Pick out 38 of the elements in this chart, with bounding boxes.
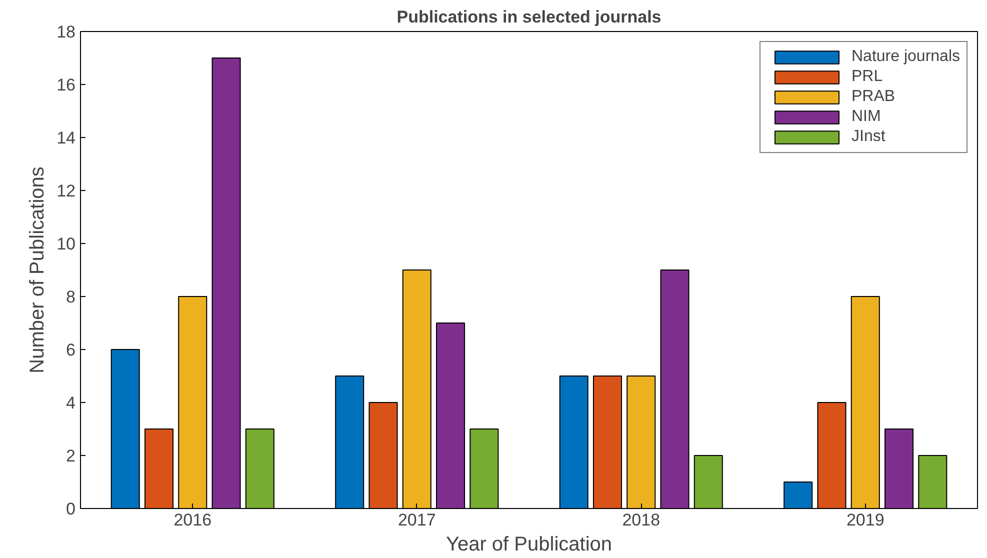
y-tick-label: 6	[66, 340, 76, 360]
bar	[212, 58, 241, 508]
bar	[918, 455, 948, 508]
x-tick-label: 2016	[174, 510, 212, 530]
y-tick-label: 12	[56, 182, 76, 200]
bar	[784, 482, 813, 508]
legend-label: JInst	[852, 128, 886, 146]
x-tick-label: 2019	[846, 510, 884, 530]
legend-label: PRL	[852, 68, 883, 86]
y-tick-label: 2	[66, 446, 76, 466]
y-tick-label: 14	[56, 128, 76, 148]
bar	[817, 402, 846, 508]
bar	[110, 349, 140, 508]
y-axis-title: Number of Publications	[26, 166, 49, 374]
legend-label: PRAB	[852, 88, 896, 106]
bar	[144, 428, 174, 508]
bar	[470, 428, 499, 508]
y-tick-label: 16	[56, 76, 76, 94]
bar	[884, 428, 914, 508]
bar	[368, 402, 398, 508]
bar	[559, 376, 588, 508]
x-tick-label: 2018	[622, 510, 660, 530]
y-tick-label: 10	[56, 234, 76, 254]
chart-title: Publications in selected journals	[396, 8, 662, 26]
bar	[245, 428, 274, 508]
y-tick-label: 4	[66, 394, 76, 412]
legend-label: Nature journals	[852, 48, 960, 66]
legend-label: NIM	[852, 108, 881, 126]
bar	[436, 322, 466, 508]
bar	[335, 376, 364, 508]
y-tick-label: 18	[56, 22, 76, 42]
bar	[592, 376, 622, 508]
bar	[660, 270, 690, 508]
y-tick-label: 0	[66, 500, 76, 518]
x-tick-label: 2017	[398, 510, 436, 530]
x-axis-title: Year of Publication	[446, 534, 612, 556]
y-tick-label: 8	[66, 288, 76, 306]
bar	[694, 455, 723, 508]
